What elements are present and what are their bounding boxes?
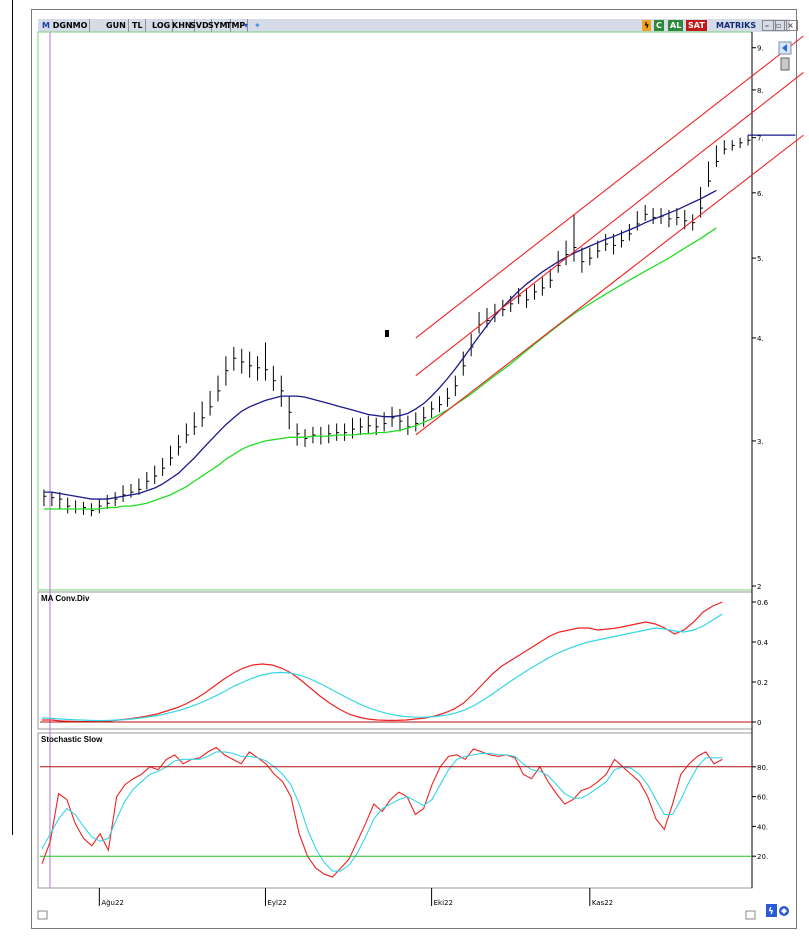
svd-button[interactable]: SVD <box>188 19 212 32</box>
price-ytick-label: 9. <box>757 45 764 53</box>
date-tick-label: Eyl22 <box>267 899 286 907</box>
close-icon[interactable]: × <box>784 20 798 31</box>
price-panel[interactable] <box>37 31 753 591</box>
sell-badge[interactable]: SAT <box>686 20 707 31</box>
stoch-ytick-label: 20. <box>757 853 768 861</box>
regression-channel-line-1[interactable] <box>415 35 804 339</box>
stoch-d-line <box>41 751 723 872</box>
date-tick-label: Kas22 <box>592 899 613 907</box>
macd-line <box>42 601 723 723</box>
macd-title: MA Conv.Div <box>41 594 90 603</box>
stoch-ytick-label: 60. <box>757 794 768 802</box>
sym-button[interactable]: SYM <box>206 19 231 32</box>
moving-average-slow <box>43 227 717 510</box>
moving-average-fast <box>43 189 717 500</box>
svg-text:ϟ: ϟ <box>768 907 774 917</box>
twitter-bird-icon[interactable]: ✦ <box>254 21 261 30</box>
stochastic-panel[interactable] <box>37 732 753 889</box>
lightning-icon[interactable]: ϟ <box>642 20 652 31</box>
regression-channel-line-3[interactable] <box>415 134 804 436</box>
macd-ytick-label: 0 <box>757 719 761 727</box>
channel-handle[interactable] <box>385 330 389 337</box>
left-border-rule <box>12 0 13 835</box>
price-ytick-label: 3. <box>757 438 764 446</box>
dropdown-arrow-icon[interactable]: ▾ <box>244 21 249 30</box>
symbol-selector[interactable]: M DGNMO <box>40 19 91 32</box>
currency-button[interactable]: TL <box>130 19 146 32</box>
macd-ytick-label: 0.2 <box>757 679 768 687</box>
buy-badge[interactable]: AL <box>668 20 684 31</box>
macd-ytick-label: 0.6 <box>757 599 769 607</box>
minimize-icon[interactable]: – <box>762 20 776 31</box>
chart-toolbar: M DGNMO GUN TL LOG KHN SVD SYM TMP ▾ ✦ ϟ… <box>38 19 798 32</box>
restore-icon[interactable]: ▫ <box>773 20 787 31</box>
scroll-thumb-icon[interactable] <box>780 57 790 71</box>
macd-signal-line <box>41 613 723 722</box>
refresh-icon[interactable] <box>766 904 777 917</box>
arrow-left-glyph-icon <box>782 44 787 52</box>
c-badge[interactable]: C <box>654 20 664 31</box>
price-ytick-label: 7. <box>757 135 764 143</box>
macd-ytick-label: 0.4 <box>757 639 769 647</box>
brand-logo: MATRIKS <box>716 21 757 30</box>
log-button[interactable]: LOG <box>150 19 174 32</box>
price-ytick-label: 8. <box>757 87 764 95</box>
regression-channel-line-2[interactable] <box>415 71 804 377</box>
price-ytick-label: 4. <box>757 335 764 343</box>
date-tick-label: Ağu22 <box>101 899 124 907</box>
period-button[interactable]: GUN <box>104 19 129 32</box>
tmp-button[interactable]: TMP <box>224 19 249 32</box>
bottom-controls: ϟ <box>766 903 790 917</box>
scroll-left-button[interactable] <box>37 910 48 920</box>
price-ytick-label: 2 <box>757 583 761 591</box>
stoch-ytick-label: 40. <box>757 823 768 831</box>
symbol-name: DGNMO <box>52 21 88 30</box>
khn-button[interactable]: KHN <box>170 19 195 32</box>
price-ytick-label: 6. <box>757 190 764 198</box>
stochastic-title: Stochastic Slow <box>41 735 103 744</box>
stoch-k-line <box>41 746 723 878</box>
macd-panel[interactable] <box>37 591 753 730</box>
symbol-prefix: M <box>42 21 50 30</box>
price-ytick-label: 5. <box>757 255 764 263</box>
date-tick-label: Eki22 <box>434 899 453 907</box>
scroll-right-button[interactable] <box>745 910 756 920</box>
stoch-ytick-label: 80. <box>757 764 768 772</box>
side-toolbar <box>778 34 792 78</box>
